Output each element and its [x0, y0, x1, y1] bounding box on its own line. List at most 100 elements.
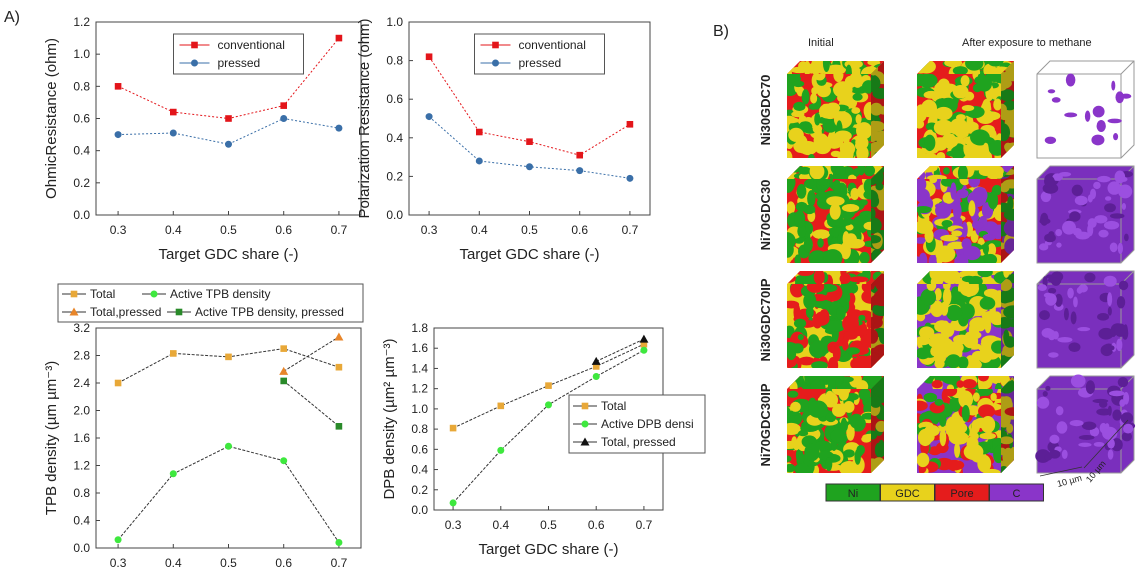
- blob: [791, 343, 804, 354]
- blob: [787, 390, 799, 398]
- blob: [969, 317, 988, 332]
- blob: [854, 140, 867, 151]
- blob: [917, 166, 938, 173]
- cube-shade: [1001, 166, 1014, 263]
- blob: [987, 243, 997, 257]
- blob: [944, 61, 963, 68]
- blob: [948, 431, 969, 445]
- point: [626, 120, 634, 128]
- blob: [952, 66, 968, 74]
- blob: [866, 319, 871, 329]
- blob: [988, 140, 1001, 156]
- x-tick-label: 0.4: [165, 556, 182, 570]
- blob: [1119, 399, 1126, 407]
- blob: [931, 345, 945, 358]
- blob: [832, 404, 846, 417]
- blob: [833, 74, 844, 83]
- blob: [846, 424, 855, 441]
- x-tick-label: 0.3: [445, 518, 462, 532]
- blob: [963, 443, 984, 460]
- point: [335, 539, 343, 546]
- point: [114, 379, 122, 387]
- blob: [1069, 419, 1084, 427]
- blob: [956, 189, 969, 199]
- legend-marker: [581, 402, 589, 410]
- blob: [1056, 421, 1068, 434]
- legend-marker: [581, 420, 589, 428]
- blob: [790, 66, 809, 74]
- x-tick-label: 0.3: [421, 223, 438, 237]
- legend-swatch: [989, 483, 1044, 502]
- blob: [1112, 409, 1122, 421]
- blob: [1001, 76, 1009, 91]
- blob: [1061, 449, 1068, 459]
- blob: [825, 134, 844, 149]
- blob: [1003, 208, 1014, 221]
- point: [591, 356, 601, 365]
- blob: [825, 412, 837, 423]
- blob: [853, 168, 860, 177]
- x-axis-label: Target GDC share (-): [478, 541, 618, 558]
- blob: [830, 429, 845, 443]
- legend-label: Ni: [848, 488, 858, 500]
- cube-edge: [1036, 270, 1135, 369]
- blob: [798, 356, 815, 366]
- cube-texture: [787, 74, 871, 158]
- blob: [813, 271, 825, 284]
- blob: [1091, 134, 1105, 146]
- blob: [1090, 188, 1097, 200]
- blob: [1036, 396, 1050, 409]
- blob: [856, 122, 871, 140]
- blob: [931, 380, 943, 389]
- point: [526, 138, 533, 145]
- blob: [825, 456, 833, 472]
- x-tick-label: 0.3: [110, 223, 127, 237]
- blob: [871, 74, 881, 93]
- row-label: Ni30GDC70: [758, 75, 773, 146]
- blob: [852, 355, 871, 368]
- y-tick-label: 1.2: [73, 459, 90, 473]
- blob: [1002, 166, 1014, 174]
- blob: [1064, 112, 1078, 118]
- y-tick-label: 0.0: [411, 503, 428, 517]
- point: [280, 115, 288, 122]
- blob: [978, 348, 993, 363]
- blob: [794, 254, 801, 263]
- blob: [1123, 423, 1134, 434]
- blob: [1044, 233, 1056, 243]
- blob: [871, 295, 882, 306]
- x-tick-label: 0.7: [622, 223, 639, 237]
- blob: [812, 299, 833, 309]
- blob: [1117, 242, 1123, 255]
- blob: [950, 182, 957, 200]
- carbon-cube: [1036, 270, 1135, 369]
- blob: [968, 200, 976, 217]
- blob: [970, 129, 990, 146]
- blob: [965, 289, 973, 298]
- legend-label: pressed: [519, 56, 562, 70]
- blob: [1042, 391, 1048, 397]
- blob: [942, 287, 952, 306]
- blob: [951, 230, 963, 237]
- blob: [917, 452, 930, 468]
- blob: [940, 234, 959, 242]
- y-tick-label: 0.0: [386, 208, 403, 222]
- blob: [994, 170, 1004, 179]
- point: [169, 108, 177, 116]
- blob: [871, 329, 879, 344]
- blob: [961, 104, 975, 112]
- legend-label: Active DPB densi: [601, 417, 694, 431]
- y-tick-label: 0.8: [73, 79, 90, 93]
- blob: [917, 376, 923, 387]
- blob: [1067, 287, 1074, 299]
- blob: [923, 392, 938, 403]
- y-tick-label: 1.6: [411, 341, 428, 355]
- blob: [836, 306, 846, 321]
- blob: [1108, 345, 1115, 351]
- blob: [846, 347, 860, 355]
- x-tick-label: 0.7: [636, 518, 653, 532]
- blob: [1109, 242, 1118, 253]
- blob: [924, 134, 936, 152]
- blob: [1047, 89, 1056, 94]
- blob: [812, 124, 823, 134]
